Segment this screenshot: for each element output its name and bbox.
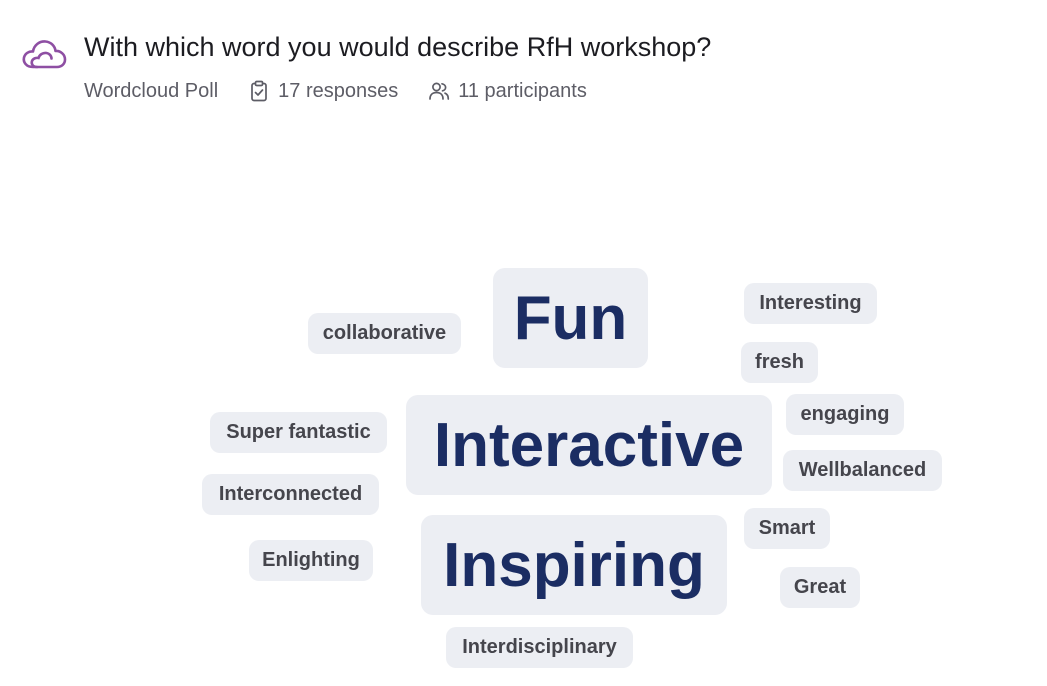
- poll-title: With which word you would describe RfH w…: [84, 32, 712, 62]
- word-engaging[interactable]: engaging: [786, 394, 904, 435]
- cloud-icon: [22, 40, 67, 69]
- word-inspiring[interactable]: Inspiring: [421, 515, 727, 615]
- poll-type: Wordcloud Poll: [84, 80, 218, 103]
- users-icon: [429, 82, 450, 100]
- participants-label: 11 participants: [458, 79, 587, 102]
- word-interconnected[interactable]: Interconnected: [202, 474, 379, 515]
- word-smart[interactable]: Smart: [744, 508, 830, 549]
- participants-count: 11 participants: [428, 80, 587, 103]
- word-fun[interactable]: Fun: [493, 268, 648, 368]
- clipboard-check-icon: [251, 80, 267, 102]
- responses-count: 17 responses: [248, 80, 398, 103]
- responses-label: 17 responses: [278, 79, 399, 102]
- word-enlighting[interactable]: Enlighting: [249, 540, 373, 581]
- word-super-fantastic[interactable]: Super fantastic: [210, 412, 387, 453]
- poll-header: With which word you would describe RfH w…: [20, 26, 1020, 116]
- word-fresh[interactable]: fresh: [741, 342, 818, 383]
- word-interactive[interactable]: Interactive: [406, 395, 772, 495]
- word-interdisciplinary[interactable]: Interdisciplinary: [446, 627, 633, 668]
- poll-meta: Wordcloud Poll 17 responses 11 participa…: [84, 76, 587, 106]
- word-great[interactable]: Great: [780, 567, 860, 608]
- word-collaborative[interactable]: collaborative: [308, 313, 461, 354]
- word-wellbalanced[interactable]: Wellbalanced: [783, 450, 942, 491]
- poll-type-label: Wordcloud Poll: [84, 79, 219, 102]
- word-interesting[interactable]: Interesting: [744, 283, 877, 324]
